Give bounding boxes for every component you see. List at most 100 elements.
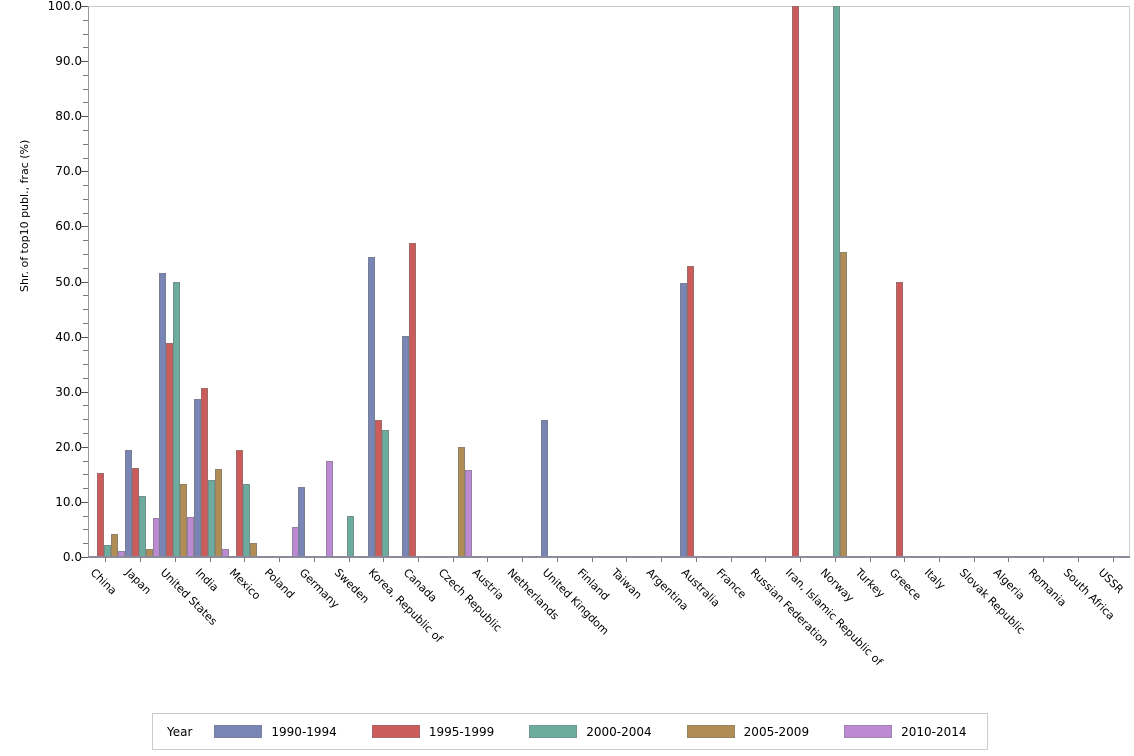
y-axis-tick-labels: 0.0 10.0 20.0 30.0 40.0 50.0 60.0 70.0 80.0 90.0 1… bbox=[0, 0, 82, 756]
y-axis-minor-tick bbox=[83, 405, 88, 407]
y-axis-minor-tick bbox=[83, 474, 88, 476]
y-axis-major-tick bbox=[80, 281, 88, 283]
x-axis-line bbox=[88, 556, 1130, 558]
x-axis-tick bbox=[140, 558, 142, 562]
bar bbox=[201, 387, 209, 557]
x-axis-tick-label: Poland bbox=[261, 566, 298, 602]
y-axis-minor-tick bbox=[83, 364, 88, 366]
x-axis-tick bbox=[626, 558, 628, 562]
bar bbox=[249, 542, 257, 557]
x-axis-tick bbox=[452, 558, 454, 562]
bar bbox=[541, 419, 549, 557]
y-axis-tick-label: 0.0 bbox=[62, 550, 82, 564]
bar bbox=[298, 487, 306, 557]
y-axis-tick-label: 100.0 bbox=[47, 0, 82, 13]
y-axis-major-tick bbox=[80, 391, 88, 393]
x-axis-tick bbox=[383, 558, 385, 562]
legend-swatch bbox=[529, 725, 578, 738]
legend-entry[interactable]: 1995-1999 bbox=[371, 724, 495, 739]
bar bbox=[138, 495, 146, 557]
y-axis-major-tick bbox=[80, 116, 88, 118]
x-axis-tick-label: Greece bbox=[887, 566, 924, 603]
bar bbox=[173, 282, 181, 557]
bar bbox=[465, 469, 473, 557]
x-axis-tick bbox=[1008, 558, 1010, 562]
bar bbox=[895, 281, 903, 557]
legend-label: 2005-2009 bbox=[743, 724, 810, 739]
x-axis-tick bbox=[1043, 558, 1045, 562]
y-axis-minor-tick bbox=[83, 460, 88, 462]
y-axis-minor-tick bbox=[83, 19, 88, 21]
x-axis-tick-label: India bbox=[192, 566, 221, 595]
x-axis-tick bbox=[105, 558, 107, 562]
bar bbox=[833, 6, 841, 557]
bar bbox=[347, 515, 354, 557]
y-axis-minor-tick bbox=[83, 102, 88, 104]
bar bbox=[110, 534, 118, 557]
y-axis-minor-tick bbox=[83, 143, 88, 145]
y-axis-tick-label: 30.0 bbox=[55, 384, 82, 399]
legend-title: Year bbox=[167, 724, 193, 739]
legend-swatch bbox=[371, 725, 420, 738]
y-axis-minor-tick bbox=[83, 47, 88, 49]
legend-entries: 1990-1994 1995-1999 2000-2004 2005-2009 2010… bbox=[214, 725, 1001, 739]
y-axis-minor-tick bbox=[83, 295, 88, 297]
legend-entry[interactable]: 2005-2009 bbox=[686, 724, 810, 739]
legend-label: 1995-1999 bbox=[428, 724, 495, 739]
y-axis-minor-tick bbox=[83, 185, 88, 187]
bar bbox=[402, 336, 410, 557]
y-axis-tick-label: 20.0 bbox=[55, 439, 82, 454]
y-axis-minor-tick bbox=[83, 33, 88, 35]
y-axis-tick-label: 50.0 bbox=[55, 274, 82, 289]
x-axis-tick bbox=[800, 558, 802, 562]
x-axis-tick bbox=[279, 558, 281, 562]
legend-entry[interactable]: 2000-2004 bbox=[529, 725, 652, 739]
y-axis-major-tick bbox=[80, 557, 88, 558]
bar bbox=[458, 446, 466, 557]
bar bbox=[124, 449, 132, 557]
y-axis-minor-tick bbox=[83, 240, 88, 242]
x-axis-tick-label: Italy bbox=[921, 566, 948, 593]
y-axis-minor-tick bbox=[83, 350, 88, 352]
bar bbox=[242, 483, 250, 557]
bar bbox=[840, 252, 848, 557]
y-axis-minor-tick bbox=[83, 74, 88, 76]
y-axis-minor-tick bbox=[83, 377, 88, 379]
legend-swatch bbox=[686, 725, 735, 738]
x-axis-tick bbox=[834, 558, 836, 562]
y-axis-major-tick bbox=[80, 501, 88, 503]
y-axis-minor-tick bbox=[83, 419, 88, 421]
bar bbox=[367, 257, 375, 557]
x-axis-tick bbox=[174, 558, 176, 562]
x-axis-tick bbox=[765, 558, 767, 562]
y-axis-tick-label: 60.0 bbox=[55, 219, 82, 234]
y-axis-minor-tick bbox=[83, 529, 88, 531]
y-axis-major-tick bbox=[80, 226, 88, 228]
x-axis-tick bbox=[487, 558, 489, 562]
bar bbox=[326, 460, 334, 557]
plot-area bbox=[88, 6, 1130, 557]
bar bbox=[791, 6, 799, 557]
bar bbox=[194, 399, 202, 557]
x-axis-tick bbox=[209, 558, 211, 562]
y-axis-major-tick bbox=[80, 6, 88, 7]
legend-entry[interactable]: 1990-1994 bbox=[214, 725, 337, 739]
legend-entry[interactable]: 2010-2014 bbox=[844, 724, 967, 739]
x-axis-tick-label: Czech Republic bbox=[435, 566, 504, 635]
x-axis-tick bbox=[313, 558, 315, 562]
y-axis-minor-tick bbox=[83, 515, 88, 517]
y-axis-tick-label: 40.0 bbox=[55, 329, 82, 344]
legend-label: 2010-2014 bbox=[901, 724, 967, 739]
x-axis-tick bbox=[904, 558, 906, 562]
x-axis-tick-label: Taiwan bbox=[609, 566, 645, 602]
y-axis-minor-tick bbox=[83, 433, 88, 435]
legend-swatch bbox=[214, 725, 263, 738]
legend: Year 1990-1994 1995-1999 2000-2004 2005-200… bbox=[152, 713, 988, 750]
y-axis-minor-tick bbox=[83, 129, 88, 131]
y-axis-minor-tick bbox=[83, 267, 88, 269]
x-axis-tick bbox=[417, 558, 419, 562]
y-axis-tick-label: 90.0 bbox=[55, 54, 82, 69]
y-axis-major-tick bbox=[80, 446, 88, 448]
x-axis-tick bbox=[348, 558, 350, 562]
bar bbox=[374, 419, 382, 557]
